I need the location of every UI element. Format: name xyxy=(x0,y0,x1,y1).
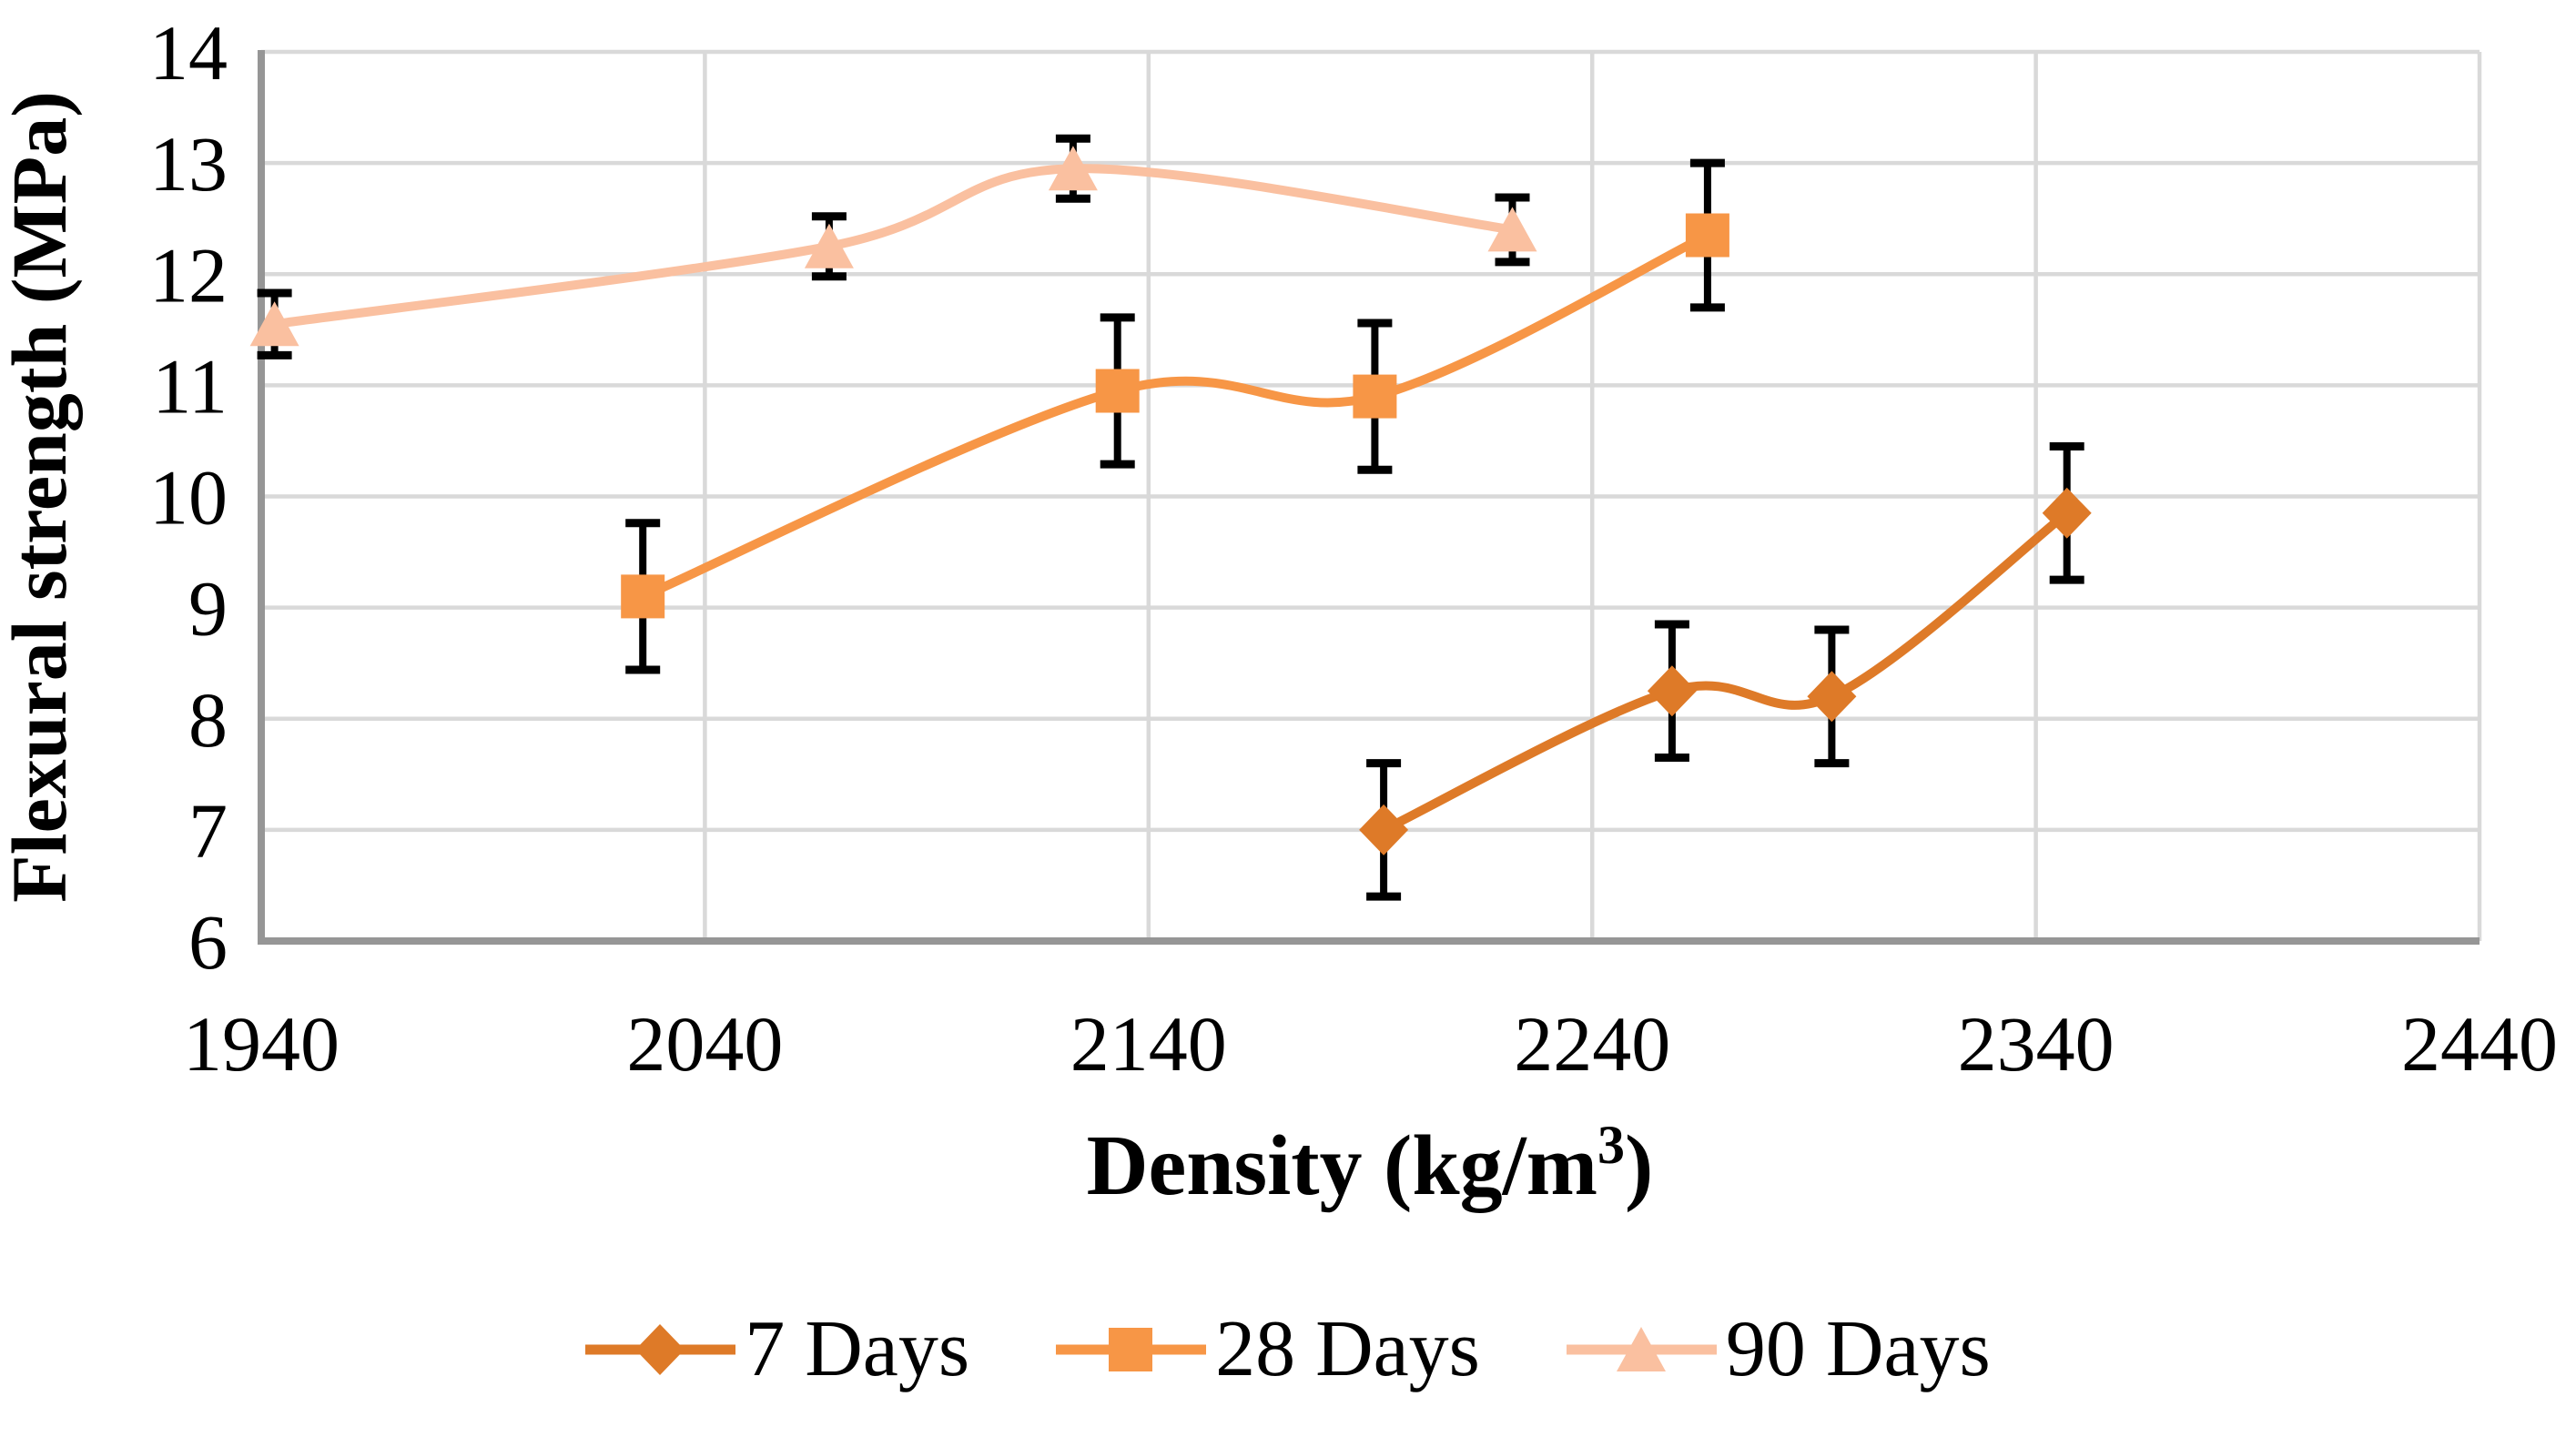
x-tick-label-2340: 2340 xyxy=(1958,1000,2115,1088)
y-tick-label-7: 7 xyxy=(188,787,228,875)
series-28-days xyxy=(621,158,1729,674)
marker-diamond xyxy=(1647,665,1697,717)
y-tick-label-13: 13 xyxy=(149,120,228,207)
legend-marker-diamond xyxy=(635,1324,685,1375)
legend-label-90-days: 90 Days xyxy=(1725,1305,1991,1393)
marker-triangle xyxy=(249,301,299,347)
legend-item-90-days: 90 Days xyxy=(1566,1300,1991,1400)
y-tick-label-6: 6 xyxy=(188,898,228,986)
series-90-days xyxy=(249,134,1537,359)
legend-item-7-days: 7 Days xyxy=(585,1300,969,1400)
series-line-7-days xyxy=(1379,508,2072,835)
marker-square xyxy=(1685,213,1729,258)
marker-diamond xyxy=(1359,804,1409,855)
gridlines xyxy=(261,49,2482,941)
marker-diamond xyxy=(1807,671,1857,723)
x-tick-label-1940: 1940 xyxy=(183,1000,340,1088)
y-tick-label-9: 9 xyxy=(188,565,228,653)
y-tick-label-12: 12 xyxy=(149,231,228,319)
legend-swatch-7-days xyxy=(585,1324,736,1375)
series-line-28-days xyxy=(638,230,1712,602)
y-tick-label-14: 14 xyxy=(149,9,228,96)
marker-square xyxy=(1353,374,1397,419)
superscript-3: 3 xyxy=(1597,1115,1625,1175)
data-series xyxy=(249,134,2092,901)
y-tick-label-11: 11 xyxy=(152,342,228,430)
x-tick-label-2440: 2440 xyxy=(2401,1000,2558,1088)
marker-triangle xyxy=(804,223,854,268)
tick-labels: 6 7 8 9 10 11 12 13 14 1940 2040 2140 2240 2340 2440 xyxy=(149,9,2558,1088)
marker-triangle xyxy=(1487,207,1537,252)
legend-swatch-28-days xyxy=(1056,1328,1207,1371)
marker-square xyxy=(621,574,665,619)
y-tick-label-10: 10 xyxy=(149,454,228,541)
x-tick-label-2240: 2240 xyxy=(1514,1000,1670,1088)
legend-item-28-days: 28 Days xyxy=(1056,1300,1480,1400)
series-7-days xyxy=(1359,442,2092,901)
x-tick-label-2040: 2040 xyxy=(626,1000,783,1088)
x-axis-title: Density (kg/m3) xyxy=(1087,1115,1654,1213)
legend-marker-square xyxy=(1109,1328,1153,1371)
series-line-90-days xyxy=(269,164,1517,329)
marker-triangle xyxy=(1048,146,1098,191)
marker-diamond xyxy=(2042,487,2092,539)
legend-marker-triangle xyxy=(1616,1327,1666,1371)
axes xyxy=(258,50,2480,945)
y-tick-label-8: 8 xyxy=(188,676,228,764)
legend-label-7-days: 7 Days xyxy=(745,1305,970,1393)
marker-square xyxy=(1095,369,1140,413)
legend-swatch-90-days xyxy=(1566,1327,1717,1371)
x-tick-label-2140: 2140 xyxy=(1070,1000,1227,1088)
legend: 7 Days 28 Days 90 Days xyxy=(0,1300,2576,1400)
legend-label-28-days: 28 Days xyxy=(1215,1305,1480,1393)
y-axis-title: Flexural strength (MPa) xyxy=(0,91,83,903)
